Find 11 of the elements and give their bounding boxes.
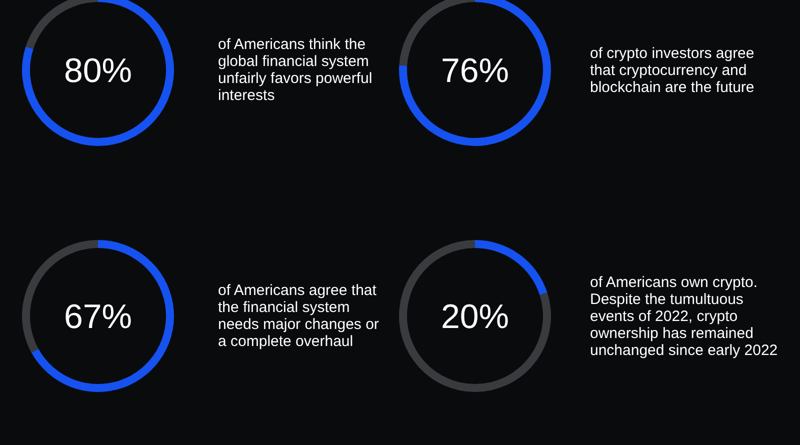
data-label: 76% [440, 52, 510, 90]
donut-slice [475, 240, 548, 295]
data-label: 20% [440, 298, 510, 336]
text: of crypto investors agree that cryptocurrency and blockchain are the future [590, 44, 755, 96]
donut-slice [399, 240, 551, 392]
data-label: 80% [64, 52, 132, 90]
text: of Americans agree that the financial system needs major changes or a complete overhaul [218, 282, 380, 350]
text: of Americans think the global financial system unfairly favors powerful interests [218, 36, 374, 104]
donut-slice [31, 240, 174, 392]
text: of Americans own crypto. Despite the tumultuous events of 2022, crypto ownership has remained unchanged since early 2022 [590, 274, 779, 358]
data-label: 67% [64, 298, 132, 336]
